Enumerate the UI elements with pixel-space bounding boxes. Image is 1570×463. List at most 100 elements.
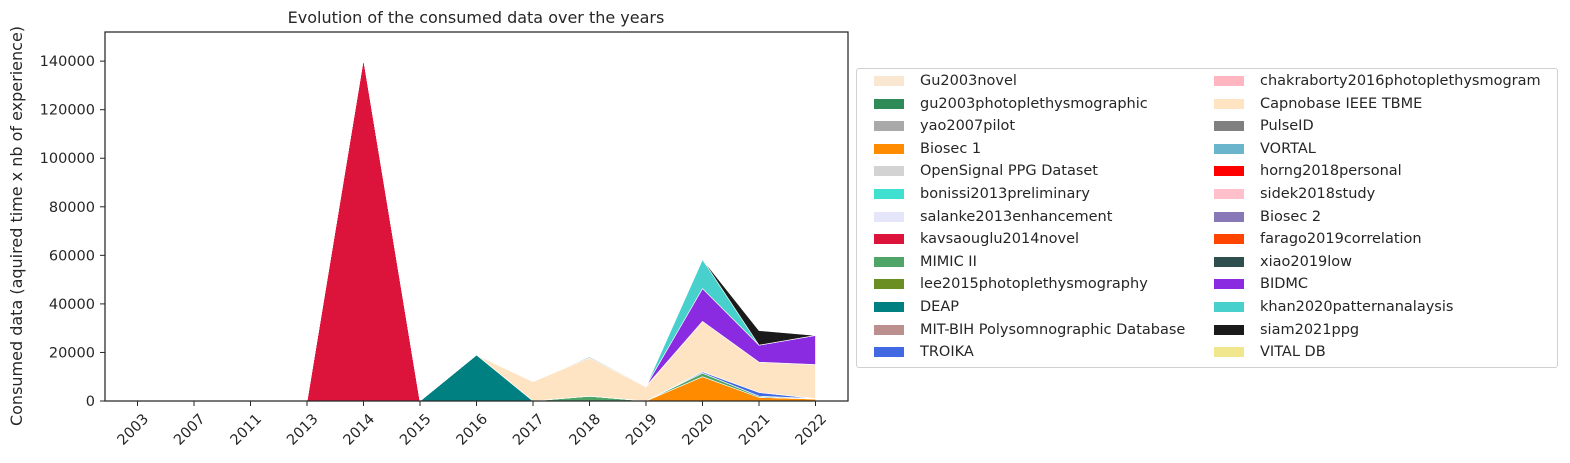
y-tick-label: 100000 xyxy=(40,151,95,167)
legend-swatch xyxy=(874,279,904,290)
legend-swatch xyxy=(1214,98,1244,109)
legend-label: Biosec 2 xyxy=(1260,208,1322,225)
legend-swatch xyxy=(1214,279,1244,290)
x-tick-label: 2018 xyxy=(567,411,604,448)
legend: Gu2003novel gu2003photoplethysmographic ya… xyxy=(856,68,1558,368)
legend-item: VORTAL xyxy=(1214,138,1316,160)
legend-label: khan2020patternanalaysis xyxy=(1260,299,1454,315)
legend-label: BIDMC xyxy=(1260,276,1309,293)
legend-label: Biosec 1 xyxy=(920,140,982,157)
legend-label: VITAL DB xyxy=(1260,344,1326,361)
legend-swatch xyxy=(874,256,904,267)
legend-item: siam2021ppg xyxy=(1214,319,1359,341)
legend-item: Biosec 1 xyxy=(874,138,981,160)
legend-label: yao2007pilot xyxy=(920,118,1016,135)
y-tick-label: 0 xyxy=(86,394,95,410)
x-tick-label: 2007 xyxy=(171,411,208,448)
legend-item: farago2019correlation xyxy=(1214,228,1422,250)
legend-swatch xyxy=(874,324,904,335)
y-axis-label: Consumed data (aquired time x nb of expe… xyxy=(7,26,26,426)
legend-item: Biosec 2 xyxy=(1214,206,1321,228)
legend-swatch xyxy=(1214,121,1244,132)
legend-item: Gu2003novel xyxy=(874,70,1017,92)
legend-label: xiao2019low xyxy=(1260,253,1353,270)
legend-item: horng2018personal xyxy=(1214,160,1402,182)
stacked-areas xyxy=(137,58,816,402)
x-tick-label: 2020 xyxy=(680,411,717,448)
x-tick-label: 2014 xyxy=(341,411,378,448)
legend-item: PulseID xyxy=(1214,115,1314,137)
area-siam2021ppg xyxy=(137,58,816,402)
legend-swatch xyxy=(1214,302,1244,312)
legend-item: khan2020patternanalaysis xyxy=(1214,296,1453,318)
legend-swatch xyxy=(874,189,904,199)
x-axis-ticks: 2003 2007 2011 2013 2014 2015 2016 2017 2018 2019… xyxy=(115,401,830,449)
legend-swatch xyxy=(1214,76,1244,86)
legend-swatch xyxy=(874,234,904,245)
legend-swatch xyxy=(874,347,904,358)
y-tick-label: 40000 xyxy=(49,297,95,313)
legend-label: VORTAL xyxy=(1260,140,1316,157)
legend-item: kavsaouglu2014novel xyxy=(874,228,1079,250)
legend-label: Gu2003novel xyxy=(920,73,1017,89)
legend-label: siam2021ppg xyxy=(1260,321,1360,338)
y-tick-label: 20000 xyxy=(49,345,95,361)
legend-item: chakraborty2016photoplethysmogram xyxy=(1214,70,1541,92)
legend-label: farago2019correlation xyxy=(1260,231,1422,248)
x-tick-label: 2013 xyxy=(284,411,321,448)
y-tick-label: 140000 xyxy=(40,54,95,70)
legend-label: sidek2018study xyxy=(1260,186,1376,202)
x-tick-label: 2003 xyxy=(115,411,152,448)
legend-swatch xyxy=(874,98,904,109)
chart-title: Evolution of the consumed data over the … xyxy=(288,8,665,27)
legend-item: Capnobase IEEE TBME xyxy=(1214,93,1422,115)
y-tick-label: 60000 xyxy=(49,248,95,264)
legend-item: bonissi2013preliminary xyxy=(874,183,1090,205)
legend-swatch xyxy=(1214,324,1244,335)
legend-swatch xyxy=(874,121,904,132)
legend-item: salanke2013enhancement xyxy=(874,206,1112,228)
legend-item: MIMIC II xyxy=(874,251,977,273)
legend-swatch xyxy=(1214,166,1244,177)
legend-label: DEAP xyxy=(920,299,959,315)
legend-item: gu2003photoplethysmographic xyxy=(874,93,1148,115)
legend-item: VITAL DB xyxy=(1214,341,1326,363)
area-capnobase-ieee-tbme xyxy=(137,58,816,402)
legend-swatch xyxy=(1214,143,1244,154)
legend-label: TROIKA xyxy=(920,344,974,361)
legend-swatch xyxy=(874,166,904,177)
x-tick-label: 2022 xyxy=(793,411,830,448)
legend-label: kavsaouglu2014novel xyxy=(920,231,1080,248)
legend-item: yao2007pilot xyxy=(874,115,1015,137)
legend-item: TROIKA xyxy=(874,341,974,363)
legend-item: MIT-BIH Polysomnographic Database xyxy=(874,319,1185,341)
legend-label: MIT-BIH Polysomnographic Database xyxy=(920,321,1186,338)
y-tick-label: 80000 xyxy=(49,200,95,216)
legend-item: OpenSignal PPG Dataset xyxy=(874,160,1098,182)
legend-label: MIMIC II xyxy=(920,253,977,270)
legend-swatch xyxy=(874,302,904,312)
legend-swatch xyxy=(874,143,904,154)
legend-label: PulseID xyxy=(1260,118,1314,135)
x-tick-label: 2017 xyxy=(510,411,547,448)
x-tick-label: 2016 xyxy=(454,411,491,448)
legend-swatch xyxy=(874,76,904,86)
legend-item: DEAP xyxy=(874,296,959,318)
legend-item: lee2015photoplethysmography xyxy=(874,273,1148,295)
x-tick-label: 2021 xyxy=(736,411,773,448)
y-tick-label: 120000 xyxy=(40,103,95,119)
legend-item: xiao2019low xyxy=(1214,251,1352,273)
legend-swatch xyxy=(874,211,904,222)
y-axis-ticks: 0 20000 40000 60000 80000 100000 120000 140000 xyxy=(40,54,105,410)
legend-swatch xyxy=(1214,347,1244,358)
legend-label: Capnobase IEEE TBME xyxy=(1260,95,1423,112)
legend-label: gu2003photoplethysmographic xyxy=(920,95,1148,112)
legend-swatch xyxy=(1214,256,1244,267)
legend-label: horng2018personal xyxy=(1260,163,1402,180)
legend-item: BIDMC xyxy=(1214,273,1308,295)
legend-item: sidek2018study xyxy=(1214,183,1375,205)
x-tick-label: 2015 xyxy=(397,411,434,448)
legend-swatch xyxy=(1214,234,1244,245)
legend-label: salanke2013enhancement xyxy=(920,208,1113,225)
